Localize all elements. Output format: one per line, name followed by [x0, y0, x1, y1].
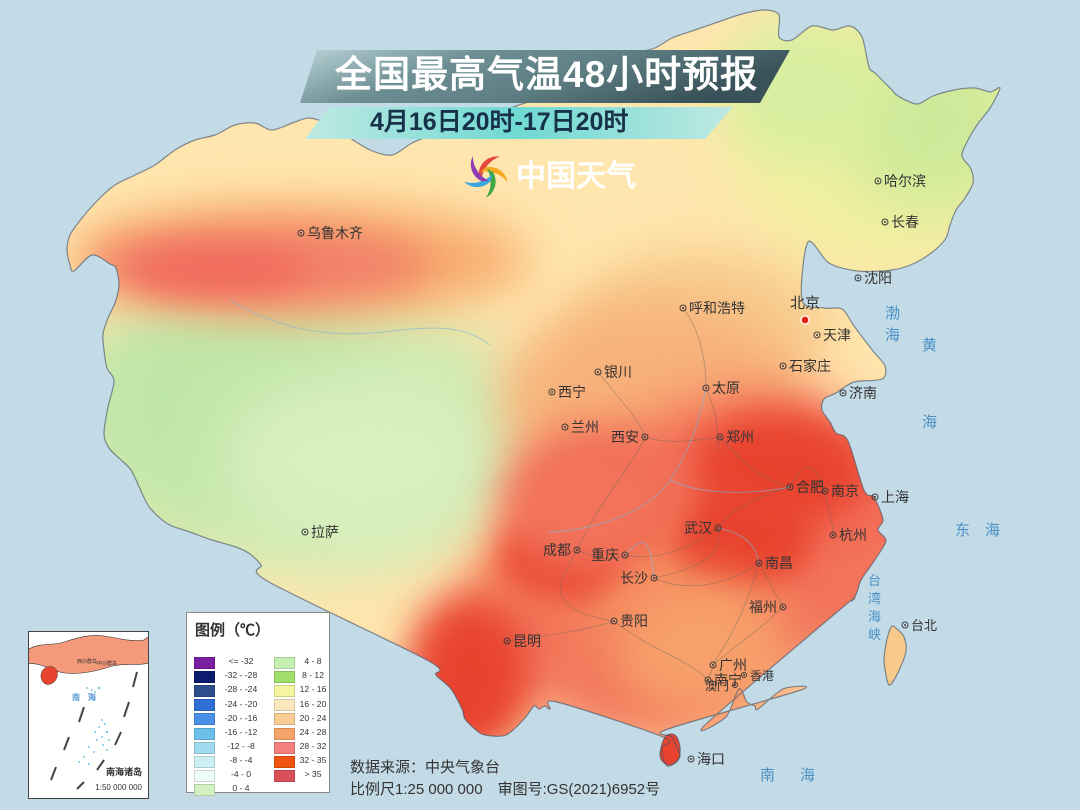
svg-text:南 海: 南 海 — [72, 692, 96, 702]
svg-text:西沙群岛: 西沙群岛 — [77, 658, 97, 665]
svg-text:中沙群岛: 中沙群岛 — [97, 660, 117, 667]
